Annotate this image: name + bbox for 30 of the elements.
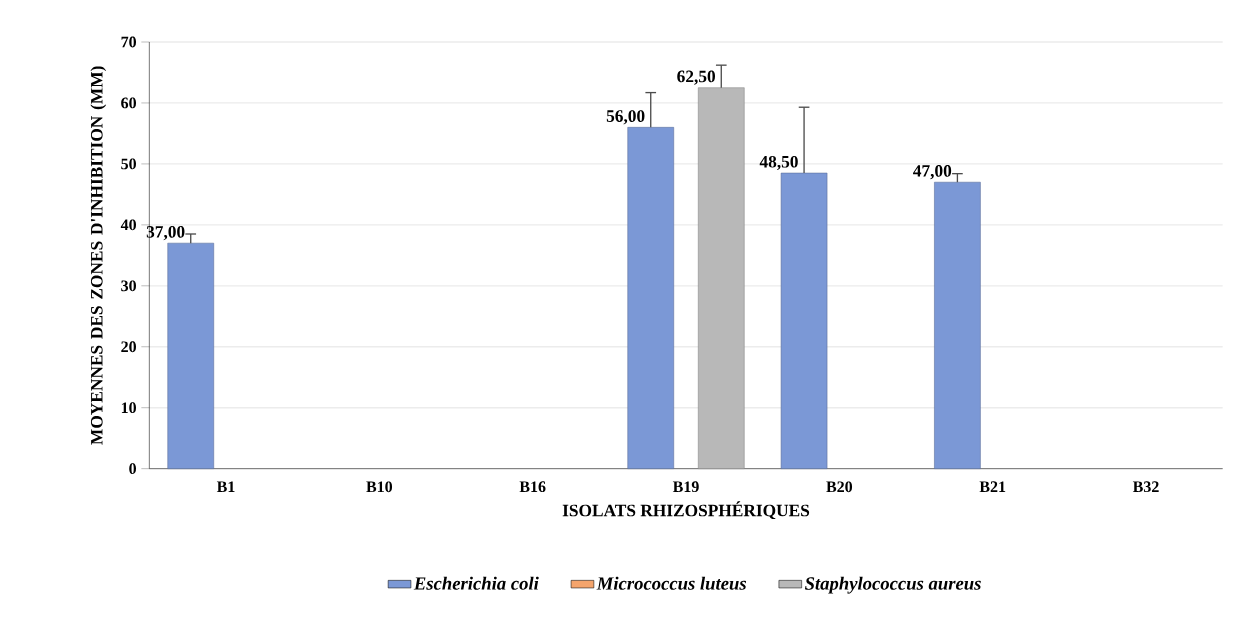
x-tick-label: B16 xyxy=(519,481,546,493)
y-tick-label: 0 xyxy=(129,463,137,475)
legend-label: Micrococcus luteus xyxy=(596,576,747,590)
y-tick-label: 20 xyxy=(121,341,136,353)
x-tick-label: B1 xyxy=(216,481,235,492)
legend-label: Staphylococcus aureus xyxy=(804,576,981,594)
x-tick-label: B21 xyxy=(979,481,1006,493)
y-tick-label: 60 xyxy=(121,97,136,109)
y-tick-label: 30 xyxy=(121,280,136,292)
bar xyxy=(934,181,981,469)
data-label: 56,00 xyxy=(606,110,645,125)
y-tick-label: 40 xyxy=(120,219,136,231)
x-tick-label: B19 xyxy=(672,481,699,493)
bar xyxy=(780,172,828,469)
y-tick-label: 10 xyxy=(121,402,136,414)
bar xyxy=(167,242,215,469)
y-axis-title: MOYENNES DES ZONES D'INHIBITION (MM) xyxy=(90,66,107,445)
x-axis-title: ISOLATS RHIZOSPHÉRIQUES xyxy=(562,501,810,519)
bar xyxy=(627,127,675,469)
data-label: 62,50 xyxy=(677,70,716,85)
x-tick-label: B32 xyxy=(1132,481,1159,493)
legend-label: Escherichia coli xyxy=(413,576,539,590)
data-label: 37,00 xyxy=(146,226,185,241)
x-tick-label: B10 xyxy=(366,481,393,493)
x-tick-label: B20 xyxy=(826,481,853,493)
y-tick-label: 50 xyxy=(121,158,136,170)
data-label: 48,50 xyxy=(759,155,798,171)
data-label: 47,00 xyxy=(913,165,952,180)
bar xyxy=(698,87,745,469)
y-tick-label: 70 xyxy=(121,36,136,48)
